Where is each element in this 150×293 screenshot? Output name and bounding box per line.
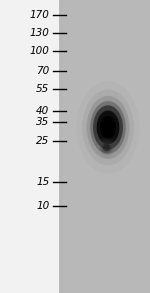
Bar (0, 0, 59, 293)
Text: 55: 55 (36, 84, 50, 94)
Text: 25: 25 (36, 136, 50, 146)
Ellipse shape (101, 142, 112, 154)
Ellipse shape (90, 101, 126, 154)
Text: 40: 40 (36, 106, 50, 116)
Ellipse shape (93, 105, 123, 150)
Ellipse shape (100, 116, 116, 139)
Text: 170: 170 (30, 10, 50, 20)
Ellipse shape (99, 140, 114, 156)
Ellipse shape (103, 144, 110, 151)
Ellipse shape (87, 96, 129, 159)
Text: 100: 100 (30, 46, 50, 56)
Text: 35: 35 (36, 117, 50, 127)
Ellipse shape (77, 81, 139, 174)
Ellipse shape (82, 89, 134, 166)
Ellipse shape (97, 110, 119, 144)
Text: 70: 70 (36, 66, 50, 76)
Ellipse shape (96, 137, 117, 158)
Text: 10: 10 (36, 201, 50, 211)
Text: 130: 130 (30, 28, 50, 38)
Text: 15: 15 (36, 177, 50, 187)
